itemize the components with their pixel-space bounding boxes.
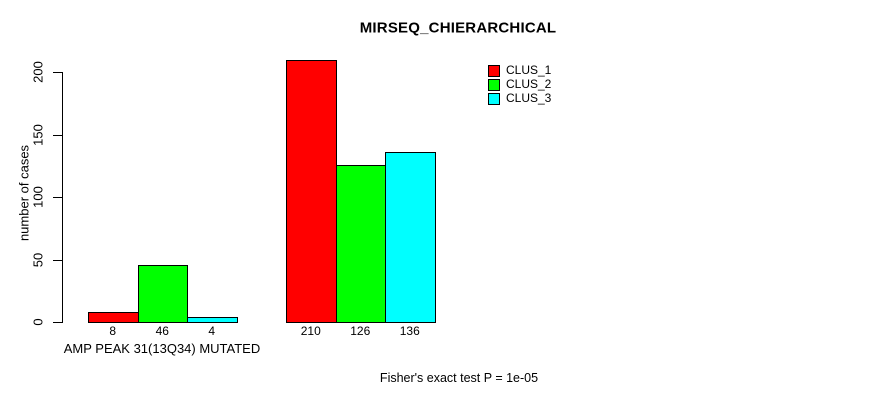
- bar-clus_2-group2: [335, 164, 386, 323]
- y-tick: [53, 72, 62, 73]
- legend-item-clus-2: CLUS_2: [488, 78, 551, 91]
- chart-title: MIRSEQ_CHIERARCHICAL: [359, 19, 557, 37]
- legend: CLUS_1 CLUS_2 CLUS_3: [488, 64, 551, 105]
- legend-item-clus-1: CLUS_1: [488, 64, 551, 77]
- y-tick: [53, 322, 62, 323]
- legend-label: CLUS_1: [506, 63, 552, 77]
- y-tick: [53, 259, 62, 261]
- bar-clus_2-group1: [137, 264, 188, 323]
- y-tick-label: 0: [30, 318, 46, 326]
- x-group-label: AMP PEAK 31(13Q34) MUTATED: [63, 341, 261, 356]
- bar-value-label: 210: [300, 324, 321, 338]
- bar-value-label: 8: [109, 324, 117, 338]
- legend-label: CLUS_2: [506, 77, 552, 91]
- bar-value-label: 46: [155, 324, 169, 338]
- bar-clus_3-group2: [385, 152, 436, 323]
- legend-swatch-clus-3: [488, 92, 500, 105]
- y-tick-label: 100: [30, 186, 46, 208]
- legend-item-clus-3: CLUS_3: [488, 92, 551, 105]
- y-tick: [53, 197, 62, 198]
- y-tick: [53, 134, 62, 136]
- bar-clus_3-group1: [187, 317, 238, 323]
- y-tick-label: 150: [30, 123, 46, 146]
- bar-clus_1-group1: [88, 312, 139, 323]
- bar-clus_1-group2: [286, 59, 337, 323]
- bar-value-label: 126: [350, 324, 371, 338]
- y-tick-label: 50: [30, 252, 46, 267]
- bar-value-label: 4: [208, 324, 216, 338]
- legend-swatch-clus-2: [488, 78, 500, 91]
- legend-label: CLUS_3: [506, 91, 552, 105]
- y-axis-line: [62, 72, 63, 323]
- y-tick-label: 200: [30, 61, 46, 83]
- bar-value-label: 136: [399, 324, 420, 338]
- legend-swatch-clus-1: [488, 64, 500, 77]
- footnote: Fisher's exact test P = 1e-05: [379, 371, 539, 385]
